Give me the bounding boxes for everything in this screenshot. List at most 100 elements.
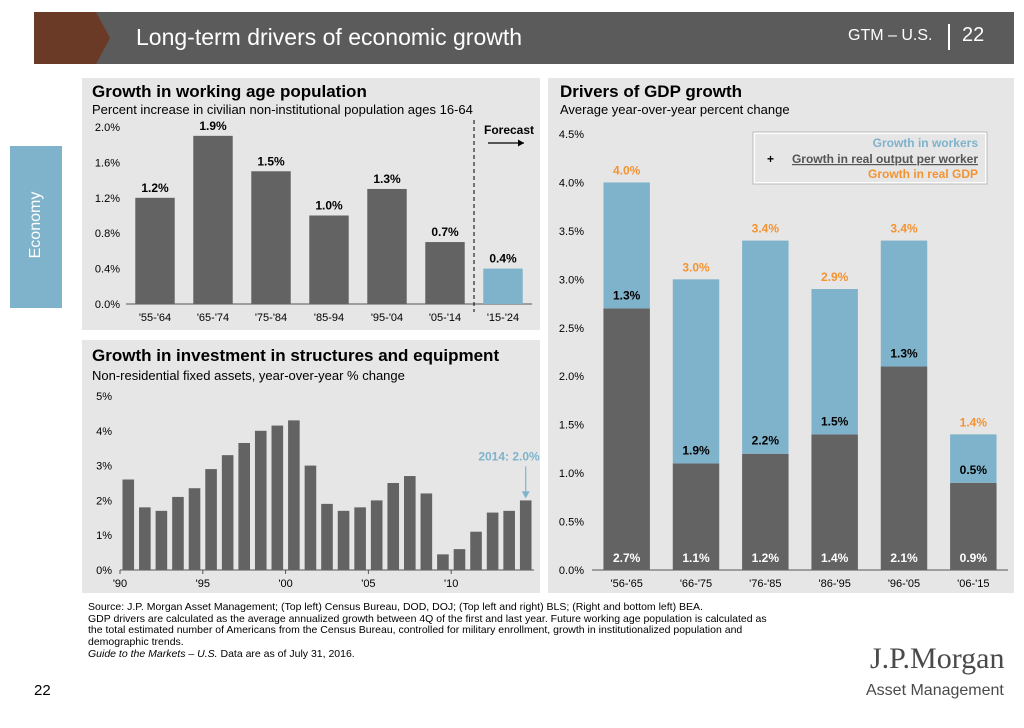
y-tick-label: 1% bbox=[96, 530, 112, 542]
y-tick-label: 1.0% bbox=[559, 468, 584, 480]
investment-bar bbox=[354, 507, 366, 570]
y-tick-label: 5% bbox=[96, 391, 112, 403]
x-tick-label: '76-'85 bbox=[749, 578, 781, 590]
x-tick-label: '95 bbox=[196, 578, 210, 590]
workers-value-label: 0.5% bbox=[960, 463, 988, 477]
output-value-label: 1.1% bbox=[682, 551, 710, 565]
y-tick-label: 2.5% bbox=[559, 323, 584, 335]
workers-value-label: 1.3% bbox=[613, 288, 641, 302]
y-tick-label: 0% bbox=[96, 565, 112, 577]
workers-growth-bar bbox=[950, 434, 997, 483]
investment-subtitle: Non-residential fixed assets, year-over-… bbox=[92, 368, 405, 383]
population-value-label: 0.4% bbox=[489, 252, 517, 266]
output-value-label: 1.2% bbox=[752, 551, 780, 565]
legend-inner bbox=[755, 134, 985, 182]
gdp-total-label: 3.0% bbox=[682, 260, 710, 274]
population-bar bbox=[367, 188, 407, 304]
y-tick-label: 3.0% bbox=[559, 274, 584, 286]
section-tab: Economy bbox=[10, 146, 62, 308]
x-tick-label: '85-94 bbox=[314, 312, 344, 324]
workers-value-label: 2.2% bbox=[752, 434, 780, 448]
legend-workers: Growth in workers bbox=[873, 136, 979, 150]
gdp-subtitle: Average year-over-year percent change bbox=[560, 102, 790, 117]
x-tick-label: '10 bbox=[444, 578, 458, 590]
output-value-label: 1.4% bbox=[821, 551, 849, 565]
header-accent bbox=[34, 12, 96, 64]
forecast-arrowhead-icon bbox=[518, 139, 524, 147]
population-subtitle: Percent increase in civilian non-institu… bbox=[92, 102, 473, 117]
workers-growth-bar bbox=[742, 240, 789, 454]
legend-output: Growth in real output per worker bbox=[792, 152, 978, 166]
y-tick-label: 2% bbox=[96, 495, 112, 507]
investment-bar bbox=[122, 479, 135, 570]
annotation-arrowhead-icon bbox=[521, 491, 530, 499]
population-chart: 0.0% 0.4% 0.8% 1.2% 1.6% 2.0% 1.2% '55-'64 1.9% '… bbox=[95, 119, 534, 324]
population-bar bbox=[425, 242, 465, 304]
output-value-label: 0.9% bbox=[960, 551, 988, 565]
x-tick-label: '66-'75 bbox=[680, 578, 712, 590]
output-per-worker-bar bbox=[950, 482, 997, 570]
workers-value-label: 1.9% bbox=[682, 443, 710, 457]
investment-bar bbox=[321, 503, 333, 570]
gdp-title: Drivers of GDP growth bbox=[560, 82, 742, 101]
legend-plus: + bbox=[767, 152, 774, 166]
investment-bar bbox=[420, 493, 433, 570]
output-per-worker-bar bbox=[742, 453, 789, 570]
y-tick-label: 2.0% bbox=[95, 122, 120, 134]
population-value-label: 1.5% bbox=[257, 154, 285, 168]
y-tick-label: 0.0% bbox=[559, 565, 584, 577]
population-value-label: 1.9% bbox=[199, 119, 227, 133]
x-tick-label: '75-'84 bbox=[255, 312, 287, 324]
investment-bar bbox=[503, 510, 515, 570]
investment-bar bbox=[172, 496, 184, 570]
page-number: 22 bbox=[34, 682, 51, 699]
y-tick-label: 0.8% bbox=[95, 228, 120, 240]
output-per-worker-bar bbox=[880, 366, 928, 570]
investment-bar bbox=[404, 476, 416, 570]
section-tab-label: Economy bbox=[27, 191, 44, 259]
y-tick-label: 4% bbox=[96, 426, 112, 438]
output-per-worker-bar bbox=[603, 308, 650, 570]
y-tick-label: 3% bbox=[96, 461, 112, 473]
header-chevron-icon bbox=[96, 12, 110, 64]
y-tick-label: 2.0% bbox=[559, 371, 584, 383]
investment-annotation: 2014: 2.0% bbox=[478, 449, 540, 463]
x-tick-label: '06-'15 bbox=[957, 578, 989, 590]
population-bar bbox=[193, 135, 233, 304]
gdp-chart: 0.0% 0.5% 1.0% 1.5% 2.0% 2.5% 3.0% 3.5% 4.0% 4.5%… bbox=[559, 129, 1008, 590]
investment-bar bbox=[304, 465, 317, 570]
footnote-method: GDP drivers are calculated as the averag… bbox=[88, 612, 767, 625]
guide-name: Guide to the Markets – U.S. bbox=[88, 647, 218, 660]
investment-bar bbox=[271, 425, 284, 570]
jpmorgan-logo: J.P.Morgan bbox=[870, 642, 1005, 675]
x-tick-label: '15-'24 bbox=[487, 312, 519, 324]
x-tick-label: '96-'05 bbox=[888, 578, 920, 590]
footnote-method-cont: the total estimated number of Americans … bbox=[88, 624, 743, 637]
workers-growth-bar bbox=[672, 279, 720, 464]
investment-bar bbox=[387, 483, 400, 570]
population-value-label: 1.2% bbox=[141, 181, 169, 195]
population-bar bbox=[251, 171, 291, 304]
investment-bar bbox=[288, 420, 300, 570]
footnote-date: Guide to the Markets – U.S. Data are as … bbox=[88, 647, 848, 661]
investment-bar bbox=[155, 510, 168, 570]
gdp-total-label: 4.0% bbox=[613, 163, 641, 177]
x-tick-label: '65-'74 bbox=[197, 312, 229, 324]
workers-value-label: 1.5% bbox=[821, 414, 849, 428]
workers-growth-bar bbox=[880, 240, 928, 367]
gdp-total-label: 2.9% bbox=[821, 270, 849, 284]
investment-bar bbox=[238, 442, 250, 570]
population-bar bbox=[483, 268, 523, 304]
investment-bar bbox=[486, 512, 499, 570]
output-value-label: 2.7% bbox=[613, 551, 641, 565]
workers-value-label: 1.3% bbox=[890, 347, 918, 361]
footnote-source: Source: J.P. Morgan Asset Management; (T… bbox=[88, 601, 703, 613]
header-page-number: 22 bbox=[962, 24, 985, 46]
y-tick-label: 3.5% bbox=[559, 226, 584, 238]
page-title: Long-term drivers of economic growth bbox=[136, 24, 523, 50]
workers-growth-bar bbox=[603, 182, 650, 309]
x-tick-label: '86-'95 bbox=[818, 578, 850, 590]
population-value-label: 0.7% bbox=[431, 225, 459, 239]
data-date: Data are as of July 31, 2016. bbox=[217, 647, 355, 660]
y-tick-label: 1.2% bbox=[95, 193, 120, 205]
